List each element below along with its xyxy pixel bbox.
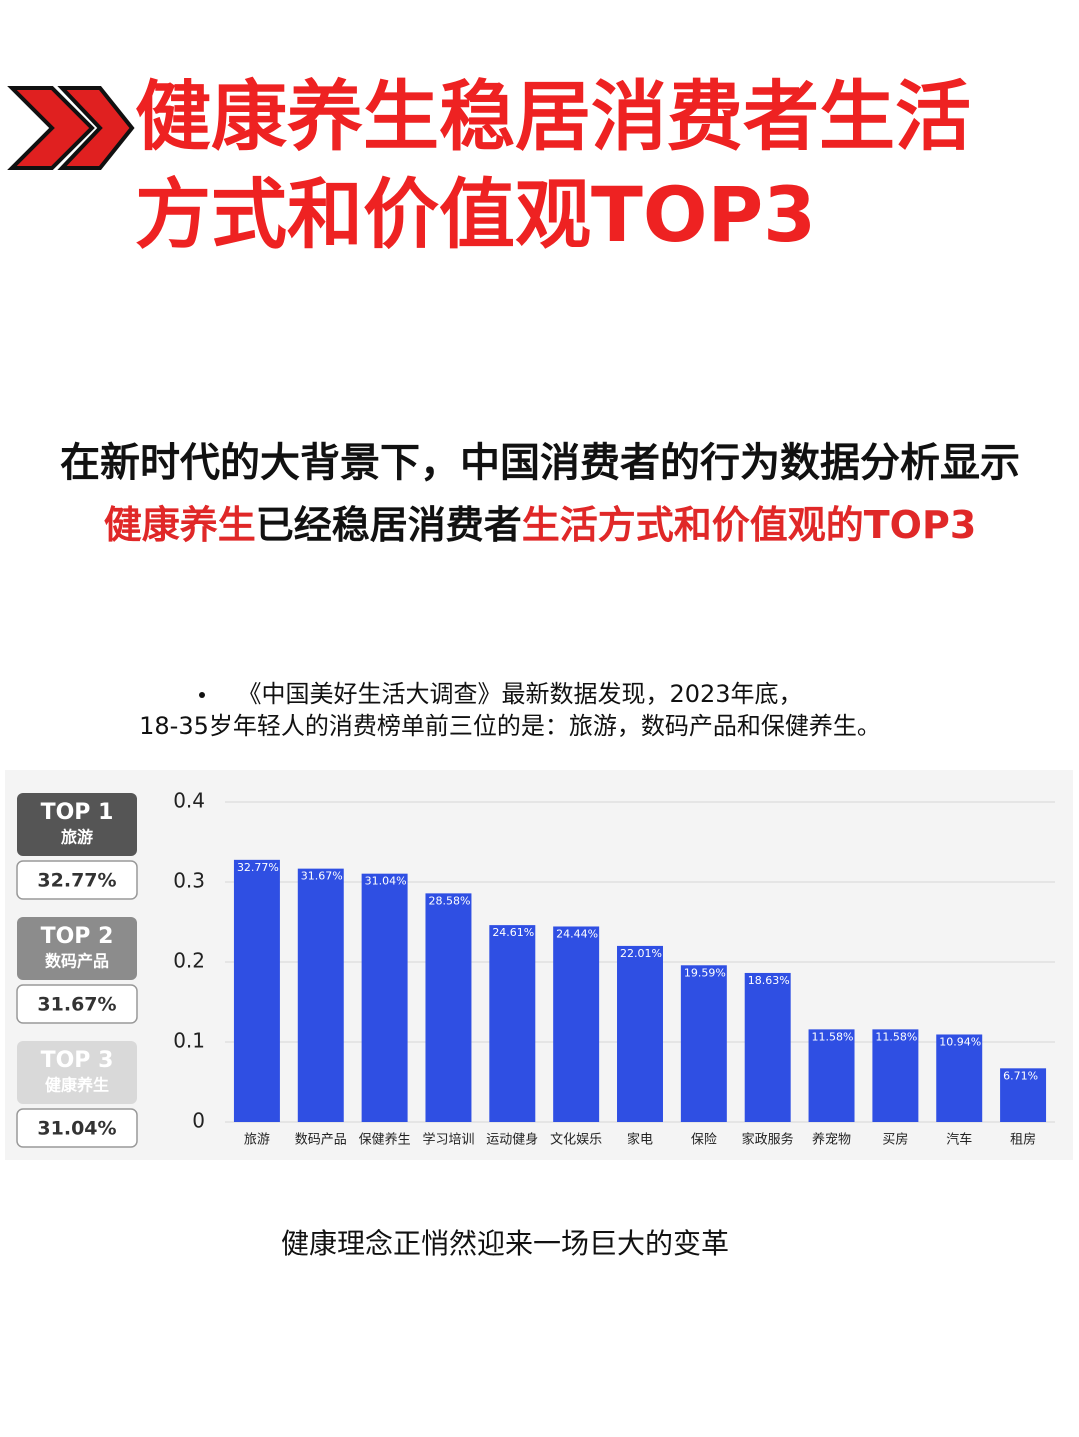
value-label: 11.58%	[812, 1030, 854, 1043]
bar	[617, 945, 663, 1122]
rank-label: TOP 3	[41, 1048, 114, 1073]
x-tick-label: 养宠物	[812, 1132, 851, 1148]
bar	[361, 873, 408, 1122]
value-label: 10.94%	[939, 1035, 981, 1048]
value-label: 22.01%	[620, 947, 662, 960]
value-label: 24.61%	[492, 926, 534, 939]
chart: TOP 1 旅游 32.77% TOP 2 数码产品 31.67% TOP 3 健康养生 31.…	[16, 789, 1055, 1148]
rank-share-box	[16, 860, 138, 900]
x-tick-label: 家电	[627, 1132, 653, 1148]
intro-segment: 健康养生	[104, 503, 256, 547]
bar	[489, 925, 536, 1122]
x-tick-label: 保险	[691, 1133, 717, 1148]
rank-name: 旅游	[61, 828, 93, 847]
rank-badge	[17, 917, 137, 980]
rank-share: 32.77%	[37, 870, 116, 892]
bar	[936, 1034, 983, 1122]
bar	[744, 972, 791, 1122]
value-label: 31.67%	[301, 870, 343, 883]
y-tick-label: 0.1	[173, 1029, 205, 1053]
bar	[872, 1029, 919, 1122]
value-label: 24.44%	[556, 927, 598, 940]
x-tick-label: 学习培训	[422, 1132, 474, 1148]
value-label: 28.58%	[428, 894, 470, 907]
rank-badge	[17, 1041, 137, 1104]
rank-name: 数码产品	[45, 952, 109, 971]
x-tick-label: 保健养生	[359, 1132, 411, 1148]
x-tick-label: 租房	[1010, 1132, 1036, 1148]
source-note: 《中国美好生活大调查》最新数据发现，2023年底，	[237, 680, 802, 708]
intro-segment: 已经稳居消费者	[256, 503, 522, 547]
footer-text: 健康理念正悄然迎来一场巨大的变革	[281, 1227, 729, 1260]
x-tick-label: 文化娱乐	[550, 1133, 602, 1148]
value-label: 31.04%	[365, 875, 407, 888]
y-tick-label: 0.2	[173, 949, 205, 973]
bar	[808, 1029, 855, 1122]
value-label: 11.58%	[875, 1030, 917, 1043]
x-tick-label: 买房	[882, 1132, 908, 1148]
bullet	[199, 692, 205, 698]
rank-badge	[17, 793, 137, 856]
source-note: 18-35岁年轻人的消费榜单前三位的是：旅游，数码产品和保健养生。	[139, 712, 881, 740]
x-tick-label: 家政服务	[742, 1132, 794, 1148]
title-line: 健康养生稳居消费者生活	[135, 72, 971, 161]
bar	[1000, 1068, 1047, 1122]
title-line: 方式和价值观TOP3	[135, 170, 816, 259]
value-label: 32.77%	[237, 861, 279, 874]
value-label: 19.59%	[684, 966, 726, 979]
bar	[233, 859, 280, 1122]
x-tick-label: 运动健身	[486, 1132, 538, 1148]
chevron-icon	[7, 86, 135, 170]
value-label: 18.63%	[748, 974, 790, 987]
bar	[553, 926, 600, 1122]
bar	[425, 893, 472, 1122]
rank-share-box	[16, 1108, 138, 1148]
intro-line: 在新时代的大背景下，中国消费者的行为数据分析显示	[60, 440, 1020, 486]
x-tick-label: 数码产品	[295, 1133, 347, 1148]
intro-segment: 生活方式和价值观的TOP3	[522, 503, 977, 547]
rank-share-box	[16, 984, 138, 1024]
rank-share: 31.04%	[37, 1118, 116, 1140]
bar	[297, 868, 344, 1122]
rank-label: TOP 1	[41, 800, 114, 825]
intro-line: 健康养生已经稳居消费者生活方式和价值观的TOP3	[104, 503, 977, 547]
rank-name: 健康养生	[45, 1076, 109, 1095]
x-tick-label: 旅游	[244, 1133, 270, 1148]
y-tick-label: 0.4	[173, 789, 205, 813]
rank-label: TOP 2	[41, 924, 114, 949]
value-label: 6.71%	[1003, 1069, 1038, 1082]
y-tick-label: 0.3	[173, 869, 205, 893]
rank-share: 31.67%	[37, 994, 116, 1016]
bar	[680, 965, 727, 1122]
x-tick-label: 汽车	[946, 1132, 972, 1148]
y-tick-label: 0	[192, 1109, 205, 1133]
